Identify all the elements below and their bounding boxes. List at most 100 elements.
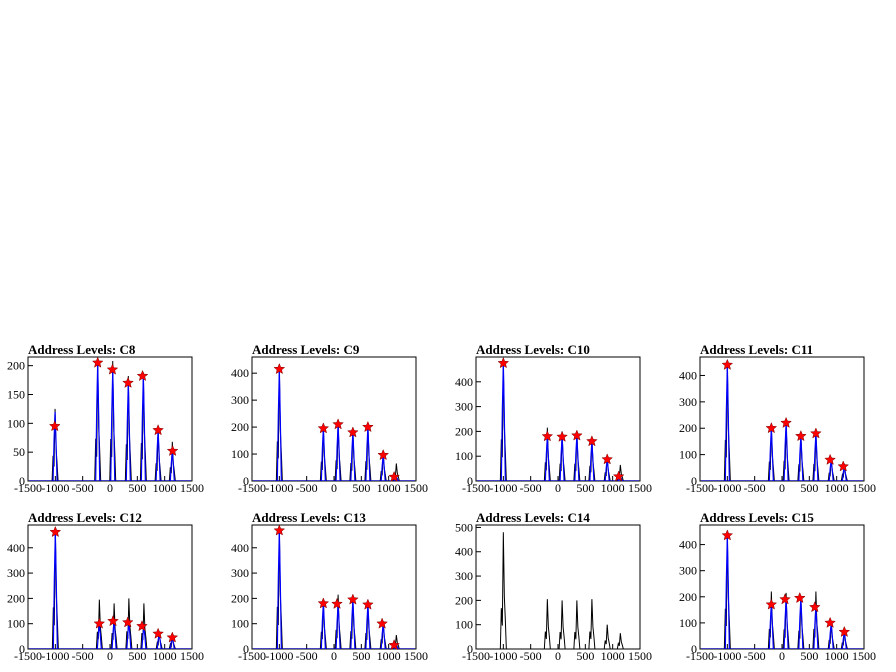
fit-peak xyxy=(783,422,789,482)
star-icon xyxy=(107,614,119,627)
star-icon xyxy=(48,420,61,432)
x-tick-label: 500 xyxy=(800,649,818,663)
star-icon xyxy=(556,430,568,442)
x-tick-label: 1000 xyxy=(825,649,849,663)
x-tick-label: 500 xyxy=(576,649,594,663)
histogram-peak xyxy=(543,599,551,650)
chart-panel: Address Levels: C8 0 50 100 150 200 -1500 -1000… xyxy=(7,342,204,495)
fit-peak xyxy=(350,432,356,482)
x-tick-label: 1500 xyxy=(852,481,876,495)
fit-peak xyxy=(365,427,371,482)
y-tick-label: 400 xyxy=(455,545,473,559)
star-icon xyxy=(779,593,791,605)
fit-peak xyxy=(798,598,804,650)
y-tick-label: 0 xyxy=(243,642,249,656)
y-tick-label: 400 xyxy=(7,541,25,555)
y-tick-label: 0 xyxy=(467,474,473,488)
chart-panel: Address Levels: C14 0 100 200 300 400 500 -1500… xyxy=(455,510,652,663)
x-tick-label: -500 xyxy=(520,649,542,663)
fit-peak xyxy=(335,424,341,482)
x-tick-label: 0 xyxy=(331,649,337,663)
fit-peak xyxy=(724,364,730,482)
y-tick-label: 300 xyxy=(231,393,249,407)
star-icon xyxy=(837,460,850,472)
x-tick-label: -500 xyxy=(296,649,318,663)
star-icon xyxy=(152,627,164,639)
x-tick-label: 1000 xyxy=(377,649,401,663)
fit-peak xyxy=(140,376,146,482)
histogram-peak xyxy=(95,599,103,650)
x-tick-label: 0 xyxy=(107,649,113,663)
star-icon xyxy=(824,453,836,465)
x-tick-label: -1500 xyxy=(238,481,266,495)
histogram-peak xyxy=(812,591,820,650)
y-tick-label: 300 xyxy=(7,566,25,580)
y-tick-label: 100 xyxy=(231,447,249,461)
fit-peak xyxy=(52,411,58,482)
star-icon xyxy=(152,424,164,436)
y-tick-label: 500 xyxy=(455,520,473,534)
histogram-peak xyxy=(603,624,611,650)
chart-title: Address Levels: C9 xyxy=(252,342,360,357)
chart-title: Address Levels: C8 xyxy=(28,342,136,357)
histogram-peak xyxy=(499,532,507,650)
chart-panel: Address Levels: C12 0 100 200 300 400 -1500 -10… xyxy=(7,510,204,663)
chart-title: Address Levels: C13 xyxy=(252,510,366,525)
star-icon xyxy=(612,470,625,482)
y-tick-label: 100 xyxy=(455,618,473,632)
y-tick-label: 400 xyxy=(231,541,249,555)
x-tick-label: -1500 xyxy=(686,481,714,495)
x-tick-label: -1500 xyxy=(462,649,490,663)
x-tick-label: -1000 xyxy=(41,649,69,663)
fit-peak xyxy=(500,363,506,482)
fit-peak xyxy=(724,535,730,650)
x-tick-label: -500 xyxy=(296,481,318,495)
x-tick-label: 0 xyxy=(107,481,113,495)
x-tick-label: 1500 xyxy=(628,481,652,495)
star-icon xyxy=(49,525,62,538)
fit-peak xyxy=(169,450,175,482)
y-tick-label: 300 xyxy=(455,400,473,414)
x-tick-label: -500 xyxy=(744,481,766,495)
histogram-peak xyxy=(588,599,596,650)
x-tick-label: -1500 xyxy=(14,481,42,495)
x-tick-label: -500 xyxy=(72,649,94,663)
x-tick-label: -1500 xyxy=(14,649,42,663)
histogram-peak xyxy=(125,598,133,650)
x-tick-label: 500 xyxy=(128,481,146,495)
y-tick-label: 0 xyxy=(467,642,473,656)
chart-panel: Address Levels: C9 0 100 200 300 400 -1500 -100… xyxy=(231,342,428,495)
y-tick-label: 100 xyxy=(7,617,25,631)
x-tick-label: -1000 xyxy=(41,481,69,495)
y-tick-label: 400 xyxy=(679,538,697,552)
star-icon xyxy=(570,429,583,441)
x-tick-label: 0 xyxy=(779,649,785,663)
y-tick-label: 200 xyxy=(231,420,249,434)
star-icon xyxy=(765,422,778,434)
histogram-peak xyxy=(558,600,566,650)
star-icon xyxy=(106,363,119,375)
star-icon xyxy=(273,362,286,375)
y-tick-label: 100 xyxy=(455,449,473,463)
star-icon xyxy=(91,356,104,368)
y-tick-label: 200 xyxy=(7,591,25,605)
y-tick-label: 300 xyxy=(231,566,249,580)
x-tick-label: -1000 xyxy=(489,481,517,495)
chart-title: Address Levels: C11 xyxy=(700,342,813,357)
x-tick-label: 1500 xyxy=(180,481,204,495)
x-tick-label: 1000 xyxy=(601,481,625,495)
histogram-peak xyxy=(140,603,148,650)
x-tick-label: 0 xyxy=(555,649,561,663)
y-tick-label: 200 xyxy=(7,359,25,373)
x-tick-label: -500 xyxy=(744,649,766,663)
x-tick-label: 1000 xyxy=(601,649,625,663)
fit-peak xyxy=(125,382,131,482)
x-tick-label: -1000 xyxy=(265,649,293,663)
y-tick-label: 200 xyxy=(455,593,473,607)
y-tick-label: 0 xyxy=(19,642,25,656)
y-tick-label: 200 xyxy=(455,424,473,438)
fit-peak xyxy=(276,369,282,482)
fit-peak xyxy=(813,607,819,650)
y-tick-label: 200 xyxy=(679,421,697,435)
y-tick-label: 100 xyxy=(679,448,697,462)
